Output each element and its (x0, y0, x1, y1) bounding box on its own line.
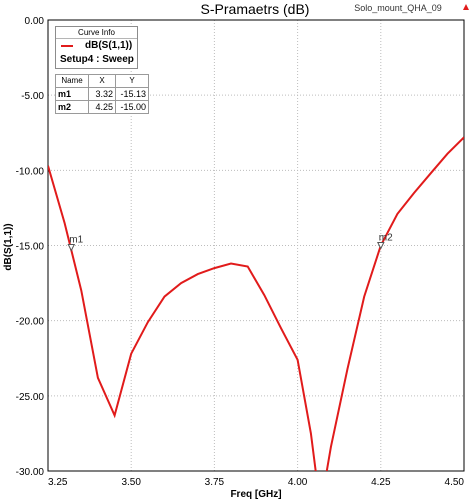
marker-x: 4.25 (88, 100, 116, 114)
x-tick-label: 4.25 (371, 477, 391, 488)
y-tick-label: -10.00 (16, 166, 45, 177)
marker-table[interactable]: Name X Y m1 3.32 -15.13 m2 4.25 -15.00 (55, 74, 149, 114)
tick-labels: 3.25 3.50 3.75 4.00 4.25 4.50 0.00 -5.00 -10.00 -… (16, 16, 465, 488)
marker-name: m2 (55, 100, 89, 114)
y-tick-label: -5.00 (21, 91, 44, 102)
col-header-name: Name (55, 74, 89, 88)
marker-m1-label: m1 (69, 234, 83, 245)
chart-title: S-Pramaetrs (dB) (201, 1, 310, 17)
trace-color-swatch (61, 45, 73, 47)
marker-m1-symbol[interactable] (67, 243, 76, 252)
marker-m2-symbol[interactable] (376, 242, 385, 250)
marker-y: -15.13 (115, 87, 149, 101)
curve-info-trace-row[interactable]: dB(S(1,1)) (56, 39, 137, 53)
marker-y: -15.00 (115, 100, 149, 114)
curve-info-header: Curve Info (56, 27, 137, 39)
y-tick-label: -15.00 (16, 242, 45, 253)
marker-row-m1[interactable]: m1 3.32 -15.13 (55, 87, 149, 101)
marker-name: m1 (55, 87, 89, 101)
curve-info-box[interactable]: Curve Info dB(S(1,1)) Setup4 : Sweep (55, 26, 138, 69)
trace-label: dB(S(1,1)) (85, 40, 133, 51)
x-axis-label: Freq [GHz] (230, 489, 281, 500)
x-tick-label: 3.25 (48, 477, 68, 488)
x-tick-label: 3.75 (205, 477, 225, 488)
marker-row-m2[interactable]: m2 4.25 -15.00 (55, 100, 149, 114)
marker-table-header: Name X Y (55, 74, 149, 88)
y-axis-label: dB(S(1,1)) (3, 223, 14, 270)
col-header-x: X (88, 74, 116, 88)
series-layer (48, 136, 464, 471)
setup-label: Setup4 : Sweep (60, 54, 134, 65)
curve-info-setup-row: Setup4 : Sweep (56, 53, 137, 67)
reference-name: Solo_mount_QHA_09 (354, 3, 442, 13)
x-tick-label: 3.50 (121, 477, 141, 488)
y-tick-label: -20.00 (16, 317, 45, 328)
marker-layer: m1 m2 (67, 233, 393, 252)
marker-x: 3.32 (88, 87, 116, 101)
y-tick-label: 0.00 (25, 16, 45, 27)
marker-m2-label: m2 (379, 233, 393, 244)
x-tick-label: 4.00 (288, 477, 308, 488)
y-tick-label: -30.00 (16, 467, 45, 478)
red-triangle-icon (463, 4, 469, 10)
y-tick-label: -25.00 (16, 392, 45, 403)
x-tick-label: 4.50 (445, 477, 465, 488)
series-line-s11 (48, 136, 464, 471)
col-header-y: Y (115, 74, 149, 88)
plot-area-frame (47, 19, 465, 472)
